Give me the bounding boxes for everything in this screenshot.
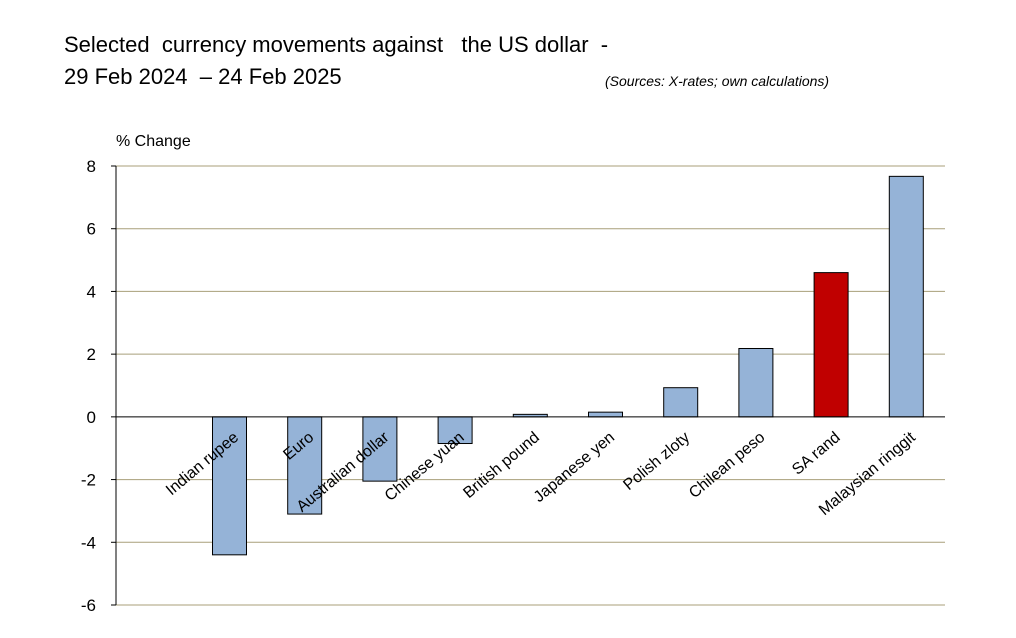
bar-japanese-yen <box>588 411 623 418</box>
category-label: British pound <box>460 429 542 502</box>
bars <box>212 175 924 556</box>
bar-chinese-yuan <box>437 416 473 445</box>
chart-title-line-1: Selected currency movements against the … <box>64 32 609 57</box>
y-tick-label: -2 <box>81 471 96 490</box>
category-label: SA rand <box>789 429 844 479</box>
y-tick-label: -6 <box>81 596 96 615</box>
y-tick-label: 4 <box>87 282 96 301</box>
y-tick-label: 6 <box>87 220 96 239</box>
bar-chilean-peso <box>738 347 774 418</box>
bar-australian-dollar <box>362 416 398 482</box>
axes: 8 6 4 2 0 -2 -4 -6 <box>81 157 945 615</box>
bar-polish-zloty <box>663 387 699 418</box>
y-tick-label: 0 <box>87 408 96 427</box>
category-label: Chilean peso <box>686 429 769 502</box>
bar-euro <box>287 416 323 515</box>
y-tick-label: 2 <box>87 345 96 364</box>
y-axis-label: % Change <box>116 133 191 150</box>
bar-indian-rupee <box>212 416 247 556</box>
y-tick-label: 8 <box>87 157 96 176</box>
chart-title-line-2: 29 Feb 2024 – 24 Feb 2025 <box>64 64 342 89</box>
category-label: Japanese yen <box>531 429 618 506</box>
bar-sa-rand <box>813 272 849 418</box>
bar-malaysian-ringgit <box>888 175 924 418</box>
chart-source-note: (Sources: X-rates; own calculations) <box>605 73 830 89</box>
category-label: Polish zloty <box>620 429 693 494</box>
y-tick-label: -4 <box>81 533 96 552</box>
gridlines <box>116 165 945 606</box>
